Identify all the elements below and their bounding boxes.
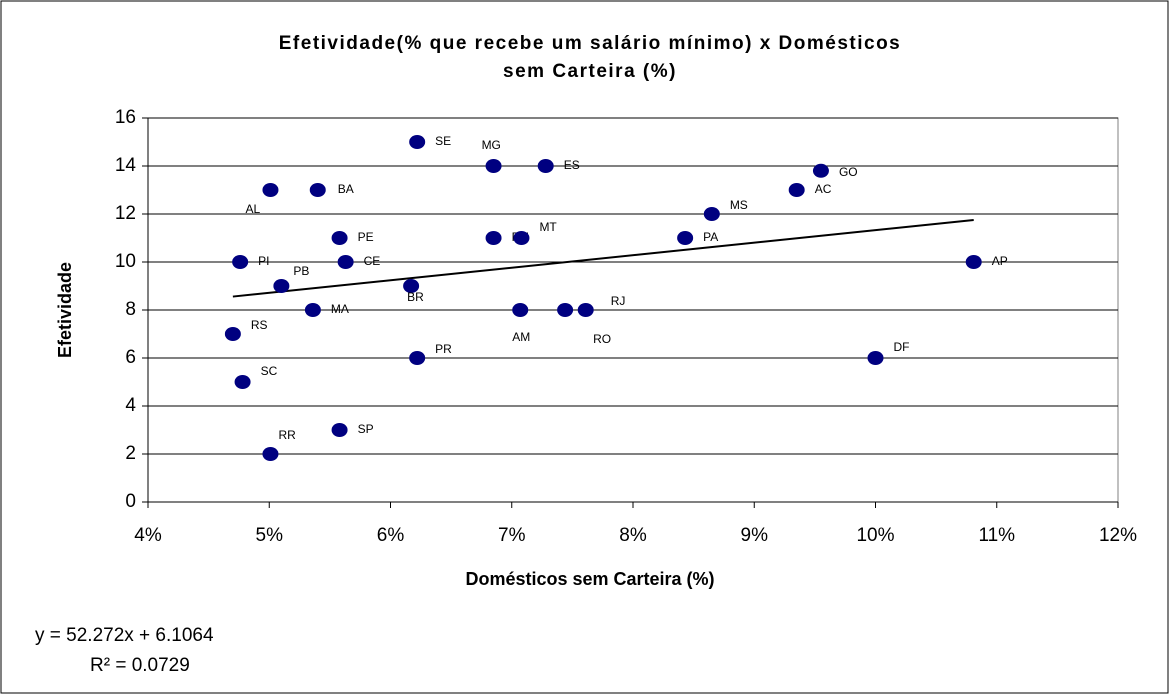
chart-title: Efetividade(% que recebe um salário míni…: [279, 33, 902, 54]
point-label: AM: [512, 330, 530, 344]
point: [234, 375, 251, 389]
point: [331, 423, 348, 437]
x-axis-title: Domésticos sem Carteira (%): [465, 569, 714, 589]
point: [262, 183, 279, 197]
y-tick-label: 2: [125, 443, 136, 464]
point-label: MA: [331, 302, 349, 316]
point-label: SC: [261, 364, 278, 378]
point: [224, 327, 241, 341]
point-label: AP: [992, 254, 1008, 268]
trend-equation: y = 52.272x + 6.1064: [35, 625, 214, 646]
point-label: PA: [703, 230, 718, 244]
point-label: PE: [358, 230, 374, 244]
point: [403, 279, 420, 293]
point-label: SE: [435, 134, 451, 148]
y-tick-label: 4: [125, 395, 136, 416]
x-tick-label: 7%: [498, 525, 526, 546]
point: [703, 207, 720, 221]
point-label: RO: [593, 332, 611, 346]
y-tick-label: 16: [115, 107, 136, 128]
point-label: BA: [338, 182, 354, 196]
point: [537, 159, 554, 173]
x-tick-label: 9%: [741, 525, 769, 546]
trend-r2: R² = 0.0729: [90, 655, 190, 676]
x-tick-label: 5%: [256, 525, 284, 546]
point-label: MG: [482, 138, 501, 152]
point: [677, 231, 694, 245]
point-label: DF: [894, 340, 910, 354]
point: [485, 159, 502, 173]
point-label: PB: [293, 264, 309, 278]
x-tick-label: 6%: [377, 525, 405, 546]
point: [273, 279, 290, 293]
point: [337, 255, 354, 269]
point: [557, 303, 574, 317]
point: [409, 351, 426, 365]
point-label: SP: [358, 422, 374, 436]
point: [965, 255, 982, 269]
point-label: PR: [435, 342, 452, 356]
point-label: PI: [258, 254, 269, 268]
x-tick-label: 10%: [856, 525, 894, 546]
y-tick-label: 10: [115, 251, 136, 272]
x-tick-label: 4%: [134, 525, 162, 546]
point: [309, 183, 326, 197]
point-label: MS: [730, 198, 748, 212]
x-tick-label: 11%: [978, 525, 1015, 546]
point-label: ES: [564, 158, 580, 172]
point-label: BR: [407, 290, 424, 304]
point: [577, 303, 594, 317]
point: [867, 351, 884, 365]
point-label: GO: [839, 165, 858, 179]
y-axis-title: Efetividade: [55, 262, 75, 358]
point: [304, 303, 321, 317]
y-tick-label: 8: [125, 299, 136, 320]
y-tick-label: 12: [115, 203, 136, 224]
y-tick-label: 6: [125, 347, 136, 368]
point: [512, 303, 529, 317]
point: [788, 183, 805, 197]
y-tick-label: 14: [115, 155, 137, 176]
point: [485, 231, 502, 245]
point: [331, 231, 348, 245]
x-tick-label: 12%: [1099, 525, 1137, 546]
point: [409, 135, 426, 149]
point-label: CE: [364, 254, 381, 268]
point-label: RJ: [611, 294, 626, 308]
point-label: RR: [278, 428, 296, 442]
point: [812, 163, 829, 178]
trendline: [232, 219, 974, 298]
point-label: AL: [245, 202, 260, 216]
chart-title: sem Carteira (%): [503, 61, 677, 82]
y-tick-label: 0: [125, 491, 136, 512]
x-tick-label: 8%: [619, 525, 647, 546]
point-label: AC: [815, 182, 832, 196]
point: [513, 231, 530, 245]
point: [262, 447, 279, 461]
point: [232, 255, 249, 269]
point-label: RS: [251, 318, 268, 332]
point-label: MT: [539, 220, 557, 234]
